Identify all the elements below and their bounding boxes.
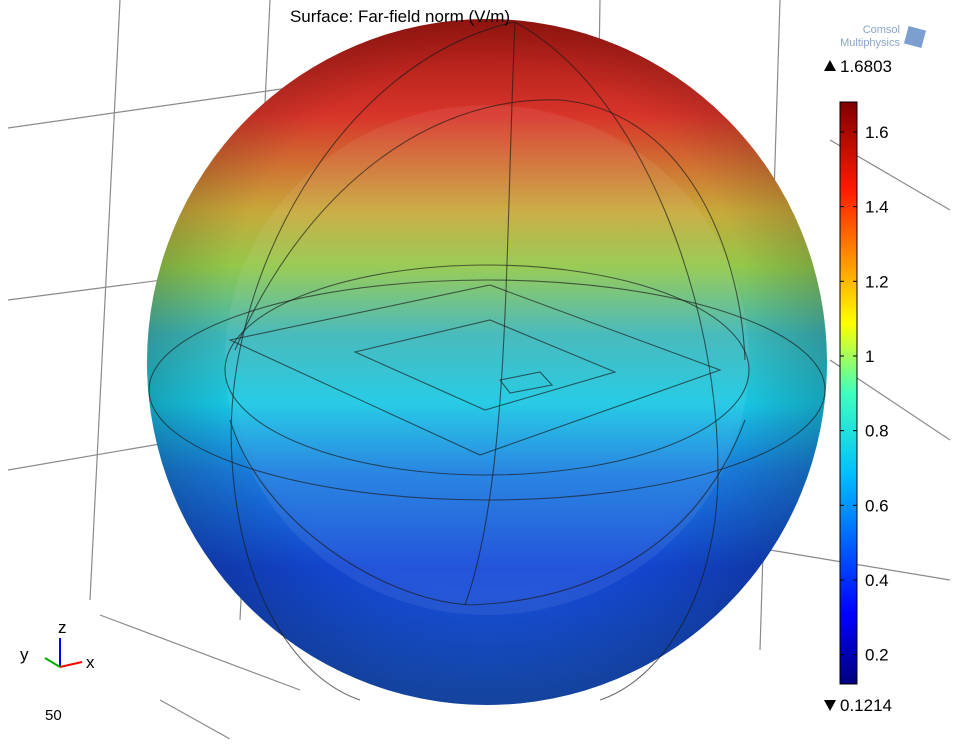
colorbar-tick-label: 1 [865,347,874,366]
scale-label: 50 [45,707,62,724]
axis-label: y [20,645,29,664]
colorbar: 1.6803 0.1214 1.6 1.4 1.2 1 0.8 0.6 0.4 0.2 [824,57,892,715]
plot-title: Surface: Far-field norm (V/m) [290,7,510,26]
logo-line: Multiphysics [840,37,900,49]
far-field-sphere [147,19,827,705]
colorbar-tick-label: 1.4 [865,198,889,217]
axis-triad: z y x [20,618,95,672]
colorbar-tick-label: 0.6 [865,496,889,515]
colorbar-max-label: 1.6803 [840,57,892,76]
max-marker [824,60,836,71]
colorbar-min-label: 0.1214 [840,696,892,715]
colorbar-tick-label: 0.4 [865,571,889,590]
colorbar-tick-label: 1.2 [865,272,889,291]
colorbar-tick-label: 1.6 [865,123,889,142]
colorbar-gradient [839,101,858,685]
colorbar-tick-label: 0.8 [865,422,889,441]
axis-label: z [58,618,67,637]
colorbar-tick-label: 0.2 [865,646,889,665]
comsol-logo: Comsol Multiphysics [840,24,927,49]
min-marker [824,700,836,711]
logo-line: Comsol [863,24,900,36]
axis-label: x [86,653,95,672]
